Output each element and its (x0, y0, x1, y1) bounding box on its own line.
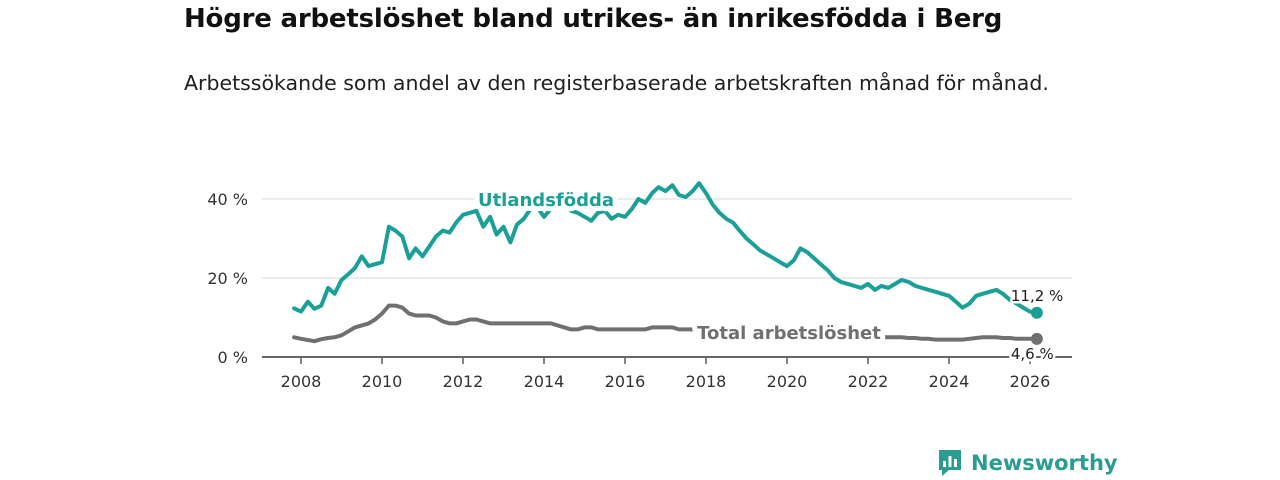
x-tick-label: 2012 (443, 372, 484, 391)
x-tick-label: 2022 (848, 372, 889, 391)
x-axis-ticks: 2008 2010 2012 2014 2016 2018 2020 2022 2024 2026 (281, 358, 1051, 391)
series-line-utlandsfodda (292, 181, 1039, 315)
end-label-utlandsfodda: 11,2 % (1011, 287, 1063, 305)
x-tick-label: 2020 (767, 372, 808, 391)
end-markers: 11,2 % 4,6 % (1008, 284, 1065, 365)
series-lines (292, 181, 1039, 344)
chart-title: Högre arbetslöshet bland utrikes- än inr… (184, 4, 1003, 34)
x-tick-label: 2014 (524, 372, 565, 391)
x-tick-label: 2010 (362, 372, 403, 391)
y-tick-label: 40 % (207, 190, 248, 209)
annotation-total: Total arbetslöshet (697, 323, 881, 344)
y-tick-label: 0 % (218, 348, 248, 367)
end-marker-utlandsfodda (1030, 306, 1043, 319)
gridlines (262, 198, 1072, 358)
newsworthy-brand[interactable]: Newsworthy (937, 448, 1118, 478)
x-tick-label: 2018 (686, 372, 727, 391)
end-marker-total (1030, 332, 1043, 345)
x-tick-label: 2016 (605, 372, 646, 391)
series-line-total (292, 303, 1039, 344)
chart-subtitle: Arbetssökande som andel av den registerb… (184, 71, 1049, 95)
annotation-utlandsfodda: Utlandsfödda (478, 190, 614, 211)
brand-name: Newsworthy (971, 451, 1118, 475)
y-tick-label: 20 % (207, 269, 248, 288)
x-tick-label: 2008 (281, 372, 322, 391)
y-axis-ticks: 0 % 20 % 40 % (207, 190, 248, 367)
x-tick-label: 2024 (929, 372, 970, 391)
x-tick-label: 2026 (1010, 372, 1051, 391)
end-label-total: 4,6 % (1011, 345, 1054, 363)
bar-chart-speech-bubble-icon (939, 450, 961, 476)
series-annotations: Utlandsfödda Total arbetslöshet (473, 185, 886, 349)
